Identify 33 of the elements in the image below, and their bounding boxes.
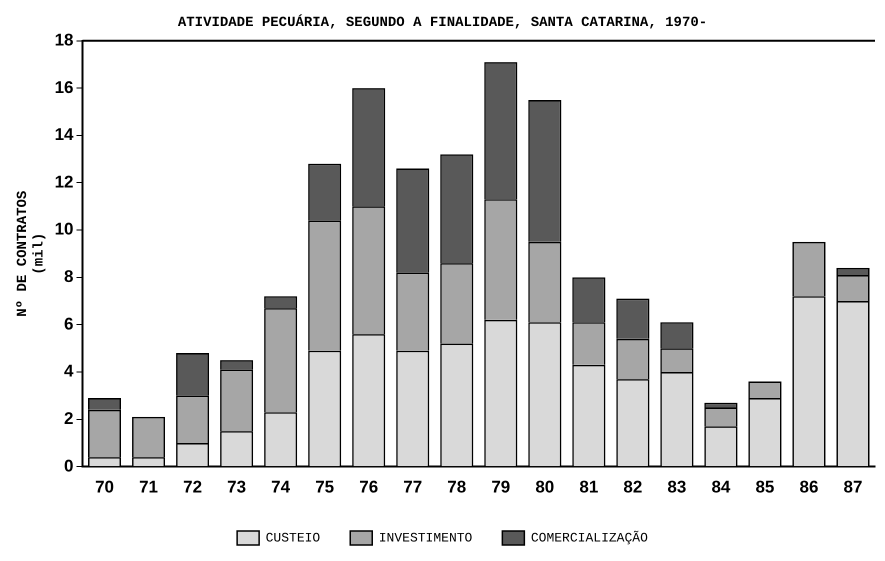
x-tick-label: 85 <box>755 477 774 496</box>
x-tick-label: 70 <box>95 477 114 496</box>
x-tick-label: 77 <box>403 477 422 496</box>
x-tick-label: 81 <box>579 477 598 496</box>
x-tick-label: 87 <box>844 477 862 496</box>
y-tick-label: 10 <box>54 220 74 239</box>
y-axis-title: Nº DE CONTRATOS (mil) <box>14 190 48 317</box>
x-tick-label: 82 <box>623 477 642 496</box>
y-tick-label: 14 <box>54 125 74 144</box>
chart-title: ATIVIDADE PECUÁRIA, SEGUNDO A FINALIDADE, SANTA CATARINA, 1970- <box>178 14 708 31</box>
x-tick-label: 78 <box>447 477 466 496</box>
y-tick-label: 16 <box>54 78 74 97</box>
x-tick-label: 86 <box>800 477 818 496</box>
legend-label: CUSTEIO <box>266 530 320 546</box>
y-tick-label: 0 <box>64 456 74 476</box>
y-tick-label: 6 <box>64 314 74 334</box>
y-tick-label: 4 <box>64 362 74 381</box>
x-tick-label: 79 <box>491 477 510 496</box>
x-tick-label: 73 <box>227 477 246 496</box>
x-tick-label: 76 <box>359 477 378 496</box>
y-tick-label: 2 <box>64 408 74 428</box>
x-tick-label: 83 <box>667 477 686 496</box>
x-tick-label: 75 <box>315 477 334 496</box>
y-tick-label: 12 <box>54 172 74 192</box>
y-tick-label: 18 <box>54 30 74 50</box>
x-tick-label: 84 <box>711 477 731 496</box>
x-tick-label: 80 <box>535 477 554 496</box>
legend-label: COMERCIALIZAÇÃO <box>530 530 648 546</box>
x-tick-label: 74 <box>271 477 291 496</box>
x-tick-label: 71 <box>139 477 158 496</box>
legend-label: INVESTIMENTO <box>378 530 473 546</box>
x-tick-label: 72 <box>183 477 202 496</box>
y-tick-label: 8 <box>64 267 74 286</box>
